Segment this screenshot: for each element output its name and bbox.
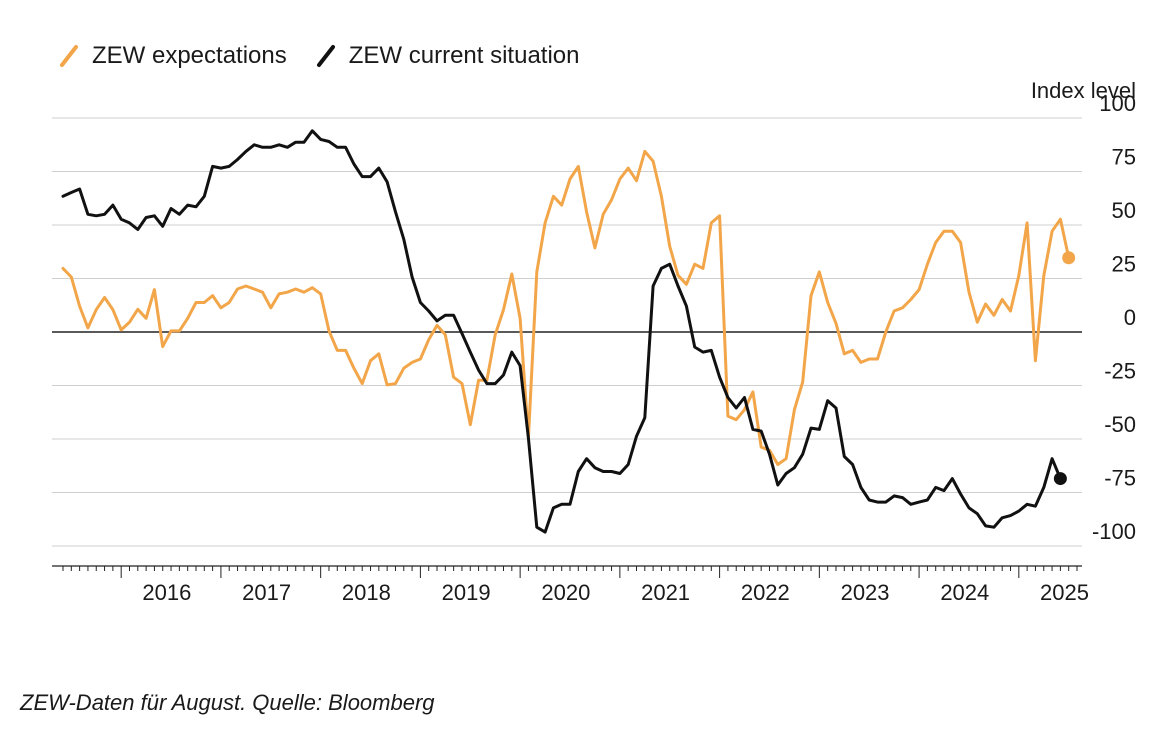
x-tick-label-2023: 2023 <box>841 580 890 605</box>
series-line-1 <box>61 129 1062 534</box>
source-note: ZEW-Daten für August. Quelle: Bloomberg <box>20 690 435 715</box>
legend: ZEW expectations ZEW current situation <box>56 42 606 70</box>
x-tick-label-2019: 2019 <box>442 580 491 605</box>
y-tick-label-4: 0 <box>1124 305 1136 330</box>
legend-label-current-situation: ZEW current situation <box>348 42 580 69</box>
x-tick-label-2022: 2022 <box>741 580 790 605</box>
legend-label-expectations: ZEW expectations <box>92 42 287 69</box>
legend-swatch-expectations <box>60 45 78 67</box>
y-tick-label-0: 100 <box>1099 91 1136 116</box>
y-tick-label-7: -75 <box>1104 466 1136 491</box>
y-tick-label-1: 75 <box>1112 145 1136 170</box>
legend-item-expectations: ZEW expectations <box>56 42 287 70</box>
x-tick-label-2020: 2020 <box>541 580 590 605</box>
y-tick-label-8: -100 <box>1092 519 1136 544</box>
x-tick-label-2025: 2025 <box>1040 580 1089 605</box>
y-tick-label-2: 50 <box>1112 198 1136 223</box>
x-tick-label-2024: 2024 <box>940 580 989 605</box>
legend-item-current-situation: ZEW current situation <box>313 42 580 70</box>
x-tick-label-2021: 2021 <box>641 580 690 605</box>
y-tick-label-6: -50 <box>1104 412 1136 437</box>
series-end-marker-0 <box>1062 251 1076 265</box>
x-tick-label-2016: 2016 <box>142 580 191 605</box>
series-line-0 <box>61 149 1071 466</box>
legend-swatch-current-situation <box>316 45 335 67</box>
y-axis-unit-label: Index level <box>1030 78 1136 103</box>
x-tick-label-2017: 2017 <box>242 580 291 605</box>
y-tick-label-5: -25 <box>1104 359 1136 384</box>
series-end-marker-1 <box>1053 472 1067 486</box>
x-tick-label-2018: 2018 <box>342 580 391 605</box>
y-tick-label-3: 25 <box>1112 252 1136 277</box>
